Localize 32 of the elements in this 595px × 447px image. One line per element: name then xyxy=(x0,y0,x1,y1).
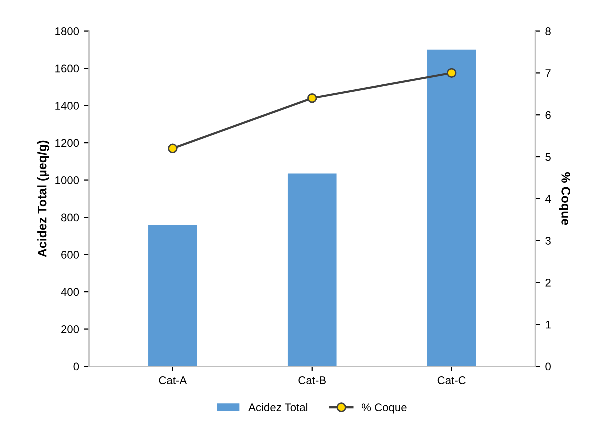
legend-label: Acidez Total xyxy=(248,403,308,412)
y-tick-label: 1600 xyxy=(56,64,80,73)
x-tick-label: Cat-A xyxy=(159,376,188,384)
y-tick-label: 1000 xyxy=(56,176,80,184)
point xyxy=(308,93,318,104)
x-tick-label: Cat-C xyxy=(438,376,466,384)
y2-tick-label: 8 xyxy=(546,28,551,36)
y-tick-label: 800 xyxy=(61,214,80,222)
y2-tick-label: 7 xyxy=(546,70,551,78)
bar xyxy=(148,224,198,367)
legend-label: % Coque xyxy=(362,404,407,414)
y-tick-label: 1200 xyxy=(56,139,80,148)
point xyxy=(168,144,178,154)
y-tick-label: 200 xyxy=(62,326,80,334)
x-tick-label: Cat-B xyxy=(298,376,326,384)
y2-tick-label: 0 xyxy=(546,362,551,371)
y-tick-label: 0 xyxy=(74,362,80,371)
y2-tick-label: 1 xyxy=(546,321,551,329)
y-tick-label: 600 xyxy=(62,251,80,259)
point xyxy=(446,68,457,78)
y2-tick-label: 2 xyxy=(546,278,551,287)
y-tick-label: 400 xyxy=(61,288,80,296)
y-axis-title: Acidez Total (µeq/g) xyxy=(38,140,50,258)
y2-tick-label: 6 xyxy=(546,111,551,120)
y2-tick-label: 3 xyxy=(546,237,551,245)
bar xyxy=(427,50,476,367)
y-tick-label: 1400 xyxy=(56,102,80,110)
bar xyxy=(288,174,337,367)
y2-axis-title: % Coque xyxy=(559,172,571,226)
y2-tick-label: 4 xyxy=(545,195,552,203)
y-tick-label: 1800 xyxy=(56,28,80,36)
y2-tick-label: 5 xyxy=(546,153,551,162)
